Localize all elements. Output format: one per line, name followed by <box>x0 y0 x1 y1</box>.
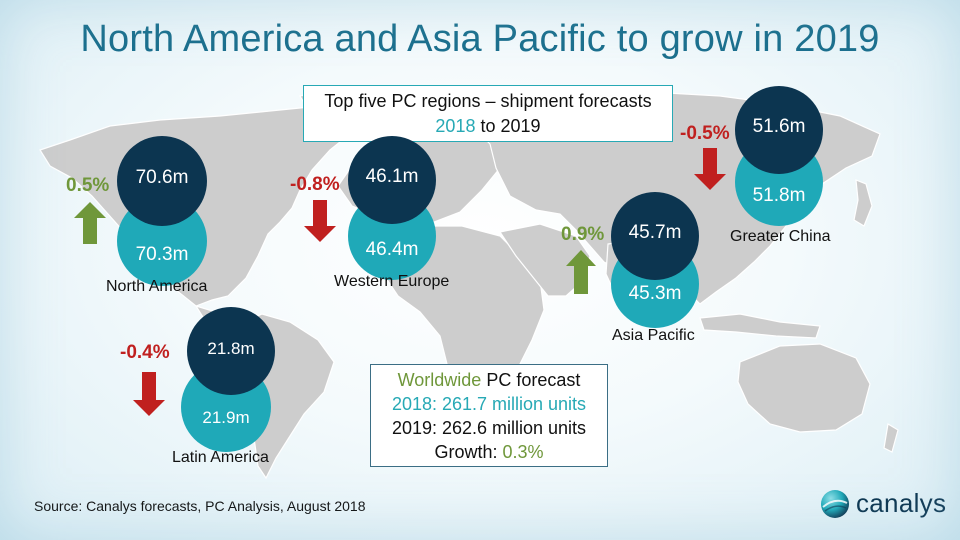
circle-2018-north-america: 70.6m <box>117 136 207 226</box>
logo-text: canalys <box>856 488 947 518</box>
forecast-year-from: 2018 <box>435 116 476 136</box>
value-2019-asia-pacific: 45.3m <box>628 283 682 304</box>
value-2018-north-america: 70.6m <box>135 167 189 188</box>
circle-2018-asia-pacific: 45.7m <box>611 192 699 280</box>
region-label-western-europe: Western Europe <box>334 273 450 290</box>
value-2019-western-europe: 46.4m <box>365 239 419 260</box>
growth-asia-pacific: 0.9% <box>561 224 605 245</box>
value-2019-greater-china: 51.8m <box>752 185 806 206</box>
worldwide-forecast-box: Worldwide PC forecast 2018: 261.7 millio… <box>370 364 608 467</box>
worldwide-growth-label: Growth: <box>434 442 498 462</box>
continent-australia <box>737 343 871 433</box>
worldwide-pc-word: PC forecast <box>486 370 581 390</box>
worldwide-line1: Worldwide PC forecast <box>371 368 607 392</box>
region-label-latin-america: Latin America <box>172 449 269 466</box>
landmass-japan <box>853 179 873 227</box>
canalys-logo: canalys <box>820 488 946 519</box>
up-arrow-icon <box>74 202 106 244</box>
value-2018-asia-pacific: 45.7m <box>628 222 682 243</box>
circle-2018-greater-china: 51.6m <box>735 86 823 174</box>
down-arrow-icon <box>304 200 336 242</box>
worldwide-word: Worldwide <box>397 370 482 390</box>
forecast-title-box: Top five PC regions – shipment forecasts… <box>303 85 673 142</box>
region-label-greater-china: Greater China <box>730 228 831 245</box>
forecast-to-word: to <box>480 116 496 136</box>
value-2018-greater-china: 51.6m <box>752 116 806 137</box>
worldwide-2019-line: 2019: 262.6 million units <box>391 418 587 438</box>
growth-north-america: 0.5% <box>66 175 110 196</box>
value-2019-latin-america: 21.9m <box>202 408 250 427</box>
value-2019-north-america: 70.3m <box>135 244 189 265</box>
globe-logo-icon <box>821 489 849 518</box>
down-arrow-icon <box>694 148 726 190</box>
circle-2018-latin-america: 21.8m <box>187 307 275 395</box>
landmass-indonesia <box>699 313 821 339</box>
forecast-title-line1: Top five PC regions – shipment forecasts <box>324 91 652 111</box>
forecast-title-line2: 2018 to 2019 <box>304 114 672 139</box>
growth-greater-china: -0.5% <box>680 123 730 144</box>
circle-2018-western-europe: 46.1m <box>348 136 436 224</box>
landmass-new-zealand <box>883 423 899 453</box>
worldwide-growth-value: 0.3% <box>502 442 544 462</box>
region-label-asia-pacific: Asia Pacific <box>612 327 695 344</box>
down-arrow-icon <box>133 372 165 416</box>
worldwide-growth-line: Growth: 0.3% <box>371 440 607 464</box>
forecast-year-to: 2019 <box>500 116 541 136</box>
growth-western-europe: -0.8% <box>290 174 340 195</box>
slide-title: North America and Asia Pacific to grow i… <box>80 18 880 60</box>
region-label-north-america: North America <box>106 278 208 295</box>
up-arrow-icon <box>566 250 596 294</box>
value-2018-latin-america: 21.8m <box>207 339 255 358</box>
growth-latin-america: -0.4% <box>120 342 170 363</box>
value-2018-western-europe: 46.1m <box>365 166 419 187</box>
worldwide-2018-line: 2018: 261.7 million units <box>391 394 587 414</box>
source-note: Source: Canalys forecasts, PC Analysis, … <box>34 498 366 514</box>
